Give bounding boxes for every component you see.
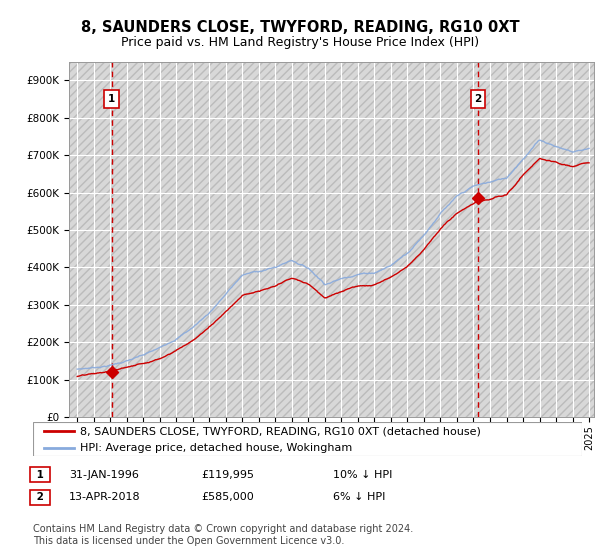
Text: 10% ↓ HPI: 10% ↓ HPI [333, 470, 392, 480]
Text: HPI: Average price, detached house, Wokingham: HPI: Average price, detached house, Woki… [80, 444, 352, 454]
Text: 8, SAUNDERS CLOSE, TWYFORD, READING, RG10 0XT (detached house): 8, SAUNDERS CLOSE, TWYFORD, READING, RG1… [80, 426, 481, 436]
Text: 13-APR-2018: 13-APR-2018 [69, 492, 140, 502]
Text: 2: 2 [475, 94, 482, 104]
Text: 31-JAN-1996: 31-JAN-1996 [69, 470, 139, 480]
Text: Price paid vs. HM Land Registry's House Price Index (HPI): Price paid vs. HM Land Registry's House … [121, 36, 479, 49]
Bar [587, 62, 594, 417]
Text: £585,000: £585,000 [201, 492, 254, 502]
Text: 1: 1 [108, 94, 115, 104]
Text: 6% ↓ HPI: 6% ↓ HPI [333, 492, 385, 502]
Text: 8, SAUNDERS CLOSE, TWYFORD, READING, RG10 0XT: 8, SAUNDERS CLOSE, TWYFORD, READING, RG1… [80, 20, 520, 35]
Text: £119,995: £119,995 [201, 470, 254, 480]
Text: 2: 2 [33, 492, 47, 502]
Text: Contains HM Land Registry data © Crown copyright and database right 2024.
This d: Contains HM Land Registry data © Crown c… [33, 524, 413, 546]
Text: 1: 1 [33, 470, 47, 480]
FancyBboxPatch shape [33, 422, 582, 456]
